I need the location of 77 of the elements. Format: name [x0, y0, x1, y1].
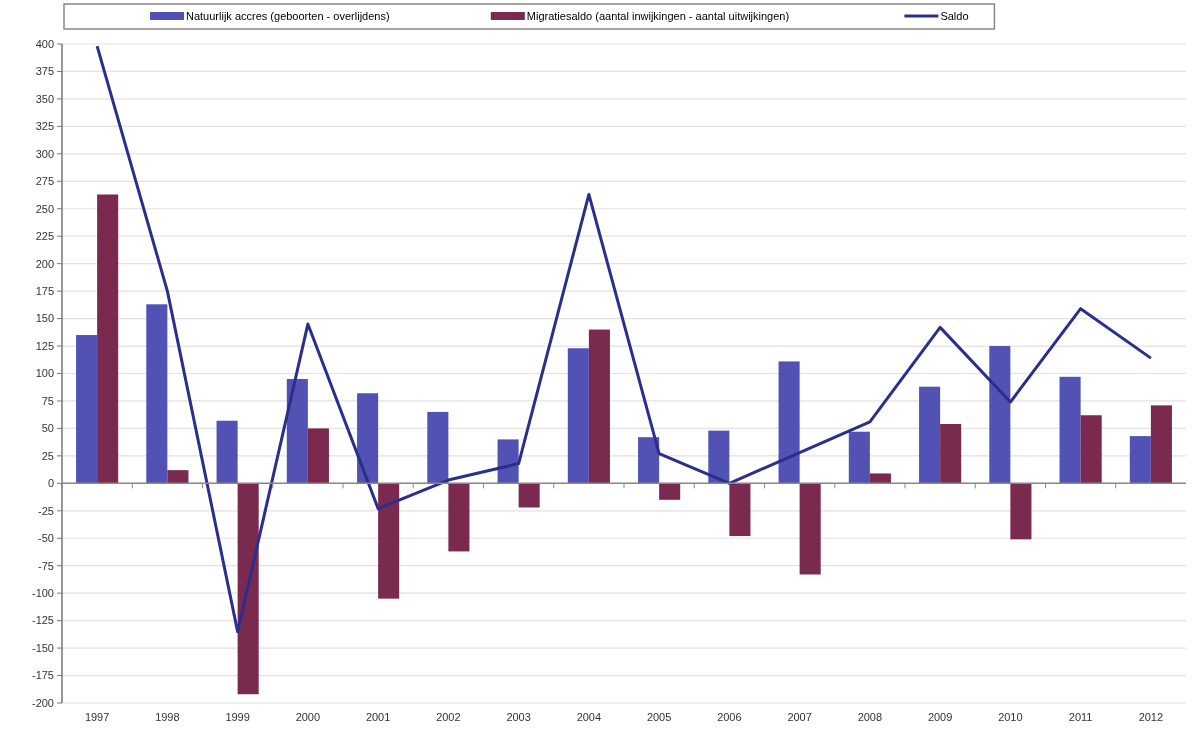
y-tick-label: 50: [41, 422, 54, 435]
y-tick-label: 225: [35, 230, 54, 243]
x-tick-label: 2011: [1068, 711, 1093, 723]
x-tick-label: 1999: [225, 711, 250, 723]
line-series: [95, 44, 1153, 634]
bar: [940, 424, 962, 484]
y-tick-label: 350: [35, 92, 54, 105]
x-tick-label: 2002: [436, 711, 461, 723]
bar: [427, 411, 449, 484]
bar: [237, 483, 259, 695]
bar: [167, 470, 189, 484]
bar: [1129, 436, 1151, 484]
y-tick-label: 300: [35, 147, 54, 160]
x-tick-label: 2003: [506, 711, 531, 723]
bar: [869, 473, 891, 484]
x-tick-label: 2008: [857, 711, 883, 723]
y-tick-label: -175: [31, 669, 54, 682]
y-tick-label: 400: [35, 37, 54, 50]
y-tick-label: 375: [35, 65, 54, 78]
y-tick-label: 100: [35, 367, 54, 380]
bar: [97, 194, 119, 484]
bar: [448, 483, 470, 552]
bar: [357, 393, 379, 484]
y-tick-label: 125: [35, 339, 54, 352]
bar: [286, 378, 308, 484]
x-tick-label: 2004: [576, 711, 602, 723]
legend-label: Migratiesaldo (aantal inwijkingen - aantal uitwijkingen): [526, 10, 790, 22]
bar: [1150, 405, 1172, 484]
bar: [778, 361, 800, 484]
x-tick-label: 2012: [1138, 711, 1164, 723]
bar: [378, 483, 400, 599]
bar: [989, 346, 1011, 484]
bar: [799, 483, 821, 575]
bar: [307, 428, 329, 484]
x-tick-label: 1997: [84, 711, 110, 723]
x-tick-label: 2006: [717, 711, 742, 723]
y-tick-label: -125: [31, 614, 54, 627]
x-tick-label: 2010: [998, 711, 1023, 723]
bar: [76, 335, 98, 484]
bar: [497, 439, 519, 484]
y-tick-label: -200: [31, 696, 54, 709]
bar: [1010, 483, 1032, 540]
y-tick-label: -25: [38, 504, 54, 517]
bar: [146, 304, 168, 484]
y-tick-label: 325: [35, 120, 54, 133]
bar: [216, 420, 238, 484]
y-tick-label: 250: [35, 202, 54, 215]
legend-label: Saldo: [940, 10, 969, 22]
bar: [518, 483, 540, 508]
y-tick-label: 75: [41, 394, 54, 407]
x-tick-label: 2007: [787, 711, 812, 723]
y-tick-label: 200: [35, 257, 54, 270]
x-tick-label: 2000: [295, 711, 321, 723]
x-tick-label: 2009: [927, 711, 953, 723]
x-tick-label: 2001: [365, 711, 391, 723]
y-tick-label: 275: [35, 175, 54, 188]
bar: [1080, 415, 1102, 484]
x-tick-label: 1998: [155, 711, 180, 723]
y-tick-label: -100: [31, 587, 54, 600]
bar: [708, 430, 730, 484]
bar: [919, 386, 941, 484]
y-tick-label: 150: [35, 312, 54, 325]
y-tick-label: 175: [35, 284, 54, 297]
legend-label: Natuurlijk accres (geboorten - overlijdens): [186, 10, 390, 22]
bar: [638, 437, 660, 484]
bar: [567, 348, 589, 484]
y-tick-label: 0: [47, 477, 54, 490]
bar: [659, 483, 681, 500]
y-tick-label: -150: [31, 641, 54, 654]
y-tick-label: -75: [38, 559, 54, 572]
bar: [588, 329, 610, 484]
y-tick-label: -50: [38, 532, 54, 545]
bar: [1059, 376, 1081, 484]
y-tick-label: 25: [41, 449, 54, 462]
bar: [848, 431, 870, 484]
x-tick-label: 2005: [646, 711, 672, 723]
bar: [729, 483, 751, 537]
